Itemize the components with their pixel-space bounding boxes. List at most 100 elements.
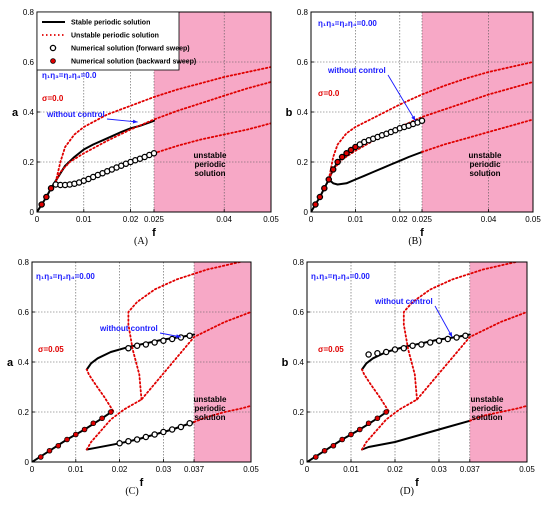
unstable-region-label: unstable xyxy=(469,151,502,160)
x-tick-label: 0.05 xyxy=(243,465,259,474)
x-tick-label: 0.05 xyxy=(263,215,279,224)
stable-curve-0 xyxy=(37,119,155,212)
x-tick-label: 0.025 xyxy=(412,215,433,224)
x-axis-label: f xyxy=(140,477,144,489)
legend-entry-label: Unstable periodic solution xyxy=(71,33,159,40)
forward-sweep-point xyxy=(409,342,416,349)
x-tick-label: 0.03 xyxy=(156,465,172,474)
y-tick-label: 0.8 xyxy=(293,258,305,267)
y-tick-label: 0.4 xyxy=(23,108,35,117)
backward-sweep-point xyxy=(108,409,114,415)
backward-sweep-point xyxy=(348,431,354,438)
forward-sweep-point xyxy=(382,348,390,356)
y-tick-label: 0.2 xyxy=(293,408,305,417)
chart-panel-b: 0 0.01 0.02 0.025 0.04 0.05 0 0.2 0.4 0.6 0.8 f b (B)… xyxy=(286,8,542,247)
y-tick-label: 0 xyxy=(30,208,35,217)
chart-panel-c: 0 0.01 0.02 0.03 0.037 0.05 0 0.2 0.4 0.6 0.8 f a (C)… xyxy=(7,258,259,497)
unstable-curve-4 xyxy=(361,311,527,451)
forward-sweep-point xyxy=(374,349,381,357)
stable-curve-0 xyxy=(311,119,423,212)
sigma-annotation: σ=0.05 xyxy=(38,345,64,354)
legend-entry-label: Numerical solution (backward sweep) xyxy=(71,59,196,66)
unstable-curve-3 xyxy=(153,122,271,155)
legend-entry-label: Stable periodic solution xyxy=(71,20,150,27)
x-tick-label: 0.03 xyxy=(431,465,447,474)
unstable-region-label: periodic xyxy=(471,404,503,413)
forward-sweep-point xyxy=(177,334,185,341)
x-tick-label: 0.04 xyxy=(481,215,497,224)
without-control-label: without control xyxy=(374,297,433,306)
unstable-region-label: unstable xyxy=(471,395,504,404)
unstable-region-label: solution xyxy=(194,169,225,178)
backward-sweep-point xyxy=(330,442,337,449)
backward-sweep-point xyxy=(352,144,359,150)
arrow-line xyxy=(434,305,453,338)
x-axis-label: f xyxy=(420,227,424,239)
backward-sweep-point xyxy=(321,447,328,454)
plot-area xyxy=(32,262,251,462)
forward-sweep-point xyxy=(177,423,185,431)
forward-sweep-point xyxy=(168,426,176,433)
backward-sweep-point xyxy=(99,415,105,422)
unstable-curve-4 xyxy=(54,66,271,183)
backward-sweep-point xyxy=(343,150,350,157)
forward-sweep-point xyxy=(142,433,150,441)
y-tick-label: 0.4 xyxy=(18,358,30,367)
x-tick-label: 0 xyxy=(35,215,40,224)
stable-curve-2 xyxy=(361,419,471,451)
arrow-head xyxy=(176,334,181,339)
y-tick-label: 0.6 xyxy=(297,58,309,67)
backward-sweep-point xyxy=(334,159,341,165)
x-tick-label: 0.037 xyxy=(184,465,205,474)
forward-sweep-point xyxy=(453,334,460,341)
x-tick-label: 0.02 xyxy=(387,465,403,474)
plot-area xyxy=(307,262,527,462)
without-control-label: without control xyxy=(327,66,386,75)
arrow-head xyxy=(411,115,416,121)
y-tick-label: 0.4 xyxy=(297,108,309,117)
y-tick-label: 0 xyxy=(300,458,305,467)
y-axis-label: a xyxy=(7,357,14,369)
y-tick-label: 0.6 xyxy=(23,58,35,67)
backward-sweep-point xyxy=(55,442,62,449)
sigma-annotation: σ=0.0 xyxy=(42,94,64,103)
without-control-label: without control xyxy=(46,110,105,119)
y-axis-label: b xyxy=(286,107,293,119)
y-tick-label: 0.2 xyxy=(18,408,30,417)
unstable-curve-3 xyxy=(361,368,390,412)
x-tick-label: 0 xyxy=(309,215,314,224)
panel-label: (D) xyxy=(400,486,414,497)
x-tick-label: 0.04 xyxy=(216,215,232,224)
forward-sweep-point xyxy=(426,339,434,346)
unstable-curve-5 xyxy=(127,262,245,401)
x-tick-label: 0.025 xyxy=(144,215,165,224)
forward-sweep-point xyxy=(151,431,158,438)
panel-label: (A) xyxy=(134,236,148,247)
forward-sweep-point xyxy=(391,346,399,353)
arrow-head xyxy=(448,332,453,337)
unstable-region-label: solution xyxy=(471,413,502,422)
x-tick-label: 0.02 xyxy=(392,215,408,224)
backward-sweep-point xyxy=(37,454,44,460)
parameter-annotation: η₁η₃=η₂η₄=0.00 xyxy=(318,19,377,28)
backward-sweep-point xyxy=(43,194,50,200)
backward-sweep-point xyxy=(365,420,372,427)
parameter-annotation: η₁η₃=η₂η₄=0.0 xyxy=(42,71,97,80)
arrow-line xyxy=(387,74,416,121)
forward-sweep-point xyxy=(418,341,425,348)
backward-sweep-point xyxy=(48,185,54,192)
x-tick-label: 0.02 xyxy=(112,465,128,474)
forward-sweep-point xyxy=(435,337,443,344)
unstable-region-label: solution xyxy=(194,413,225,422)
panel-label: (C) xyxy=(125,486,138,497)
plot-area xyxy=(311,61,533,212)
unstable-curve-6 xyxy=(468,404,527,422)
forward-sweep-point xyxy=(400,344,408,352)
y-axis-label: a xyxy=(12,107,19,119)
panel-label: (B) xyxy=(408,236,421,247)
chart-panel-d: 0 0.01 0.02 0.03 0.037 0.05 0 0.2 0.4 0.6 0.8 f b (D)… xyxy=(282,258,536,497)
x-axis-label: f xyxy=(152,227,156,239)
forward-sweep-point xyxy=(116,439,123,447)
y-tick-label: 0.8 xyxy=(23,8,35,17)
unstable-region-label: periodic xyxy=(194,160,226,169)
